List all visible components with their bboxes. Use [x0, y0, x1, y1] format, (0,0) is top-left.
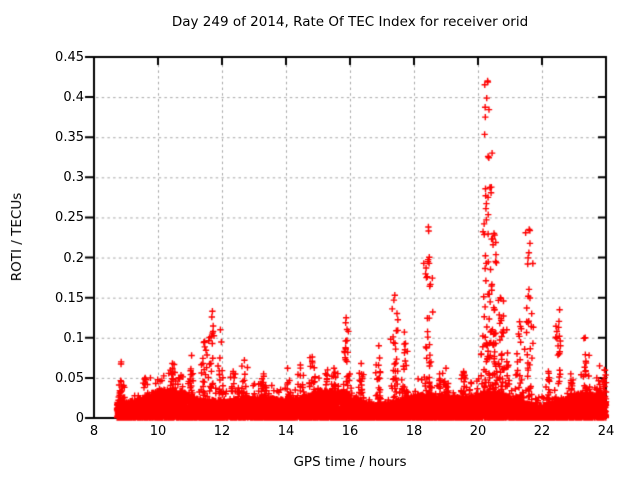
y-tick-label: 0.35 [55, 130, 84, 146]
x-tick-label: 24 [597, 424, 615, 439]
x-tick-label: 8 [89, 424, 99, 439]
y-tick-label: 0.4 [63, 90, 84, 106]
y-tick-label: 0 [75, 411, 84, 426]
y-axis-title: ROTI / TECUs [9, 192, 25, 282]
x-tick-label: 18 [405, 424, 423, 439]
y-tick-label: 0.05 [55, 370, 84, 386]
x-tick-label: 20 [469, 424, 487, 439]
y-tick-label: 0.2 [63, 250, 84, 266]
y-tick-label: 0.1 [63, 330, 84, 346]
x-tick-label: 10 [149, 424, 167, 439]
x-tick-label: 12 [213, 424, 231, 439]
chart-title: Day 249 of 2014, Rate Of TEC Index for r… [171, 14, 529, 30]
y-tick-label: 0.45 [55, 50, 84, 65]
x-tick-label: 14 [277, 424, 295, 439]
y-tick-label: 0.25 [55, 210, 84, 226]
y-tick-label: 0.3 [63, 170, 84, 186]
x-axis-title: GPS time / hours [293, 454, 407, 470]
x-tick-label: 16 [341, 424, 359, 439]
y-tick-label: 0.15 [55, 290, 84, 306]
x-tick-label: 22 [533, 424, 551, 439]
